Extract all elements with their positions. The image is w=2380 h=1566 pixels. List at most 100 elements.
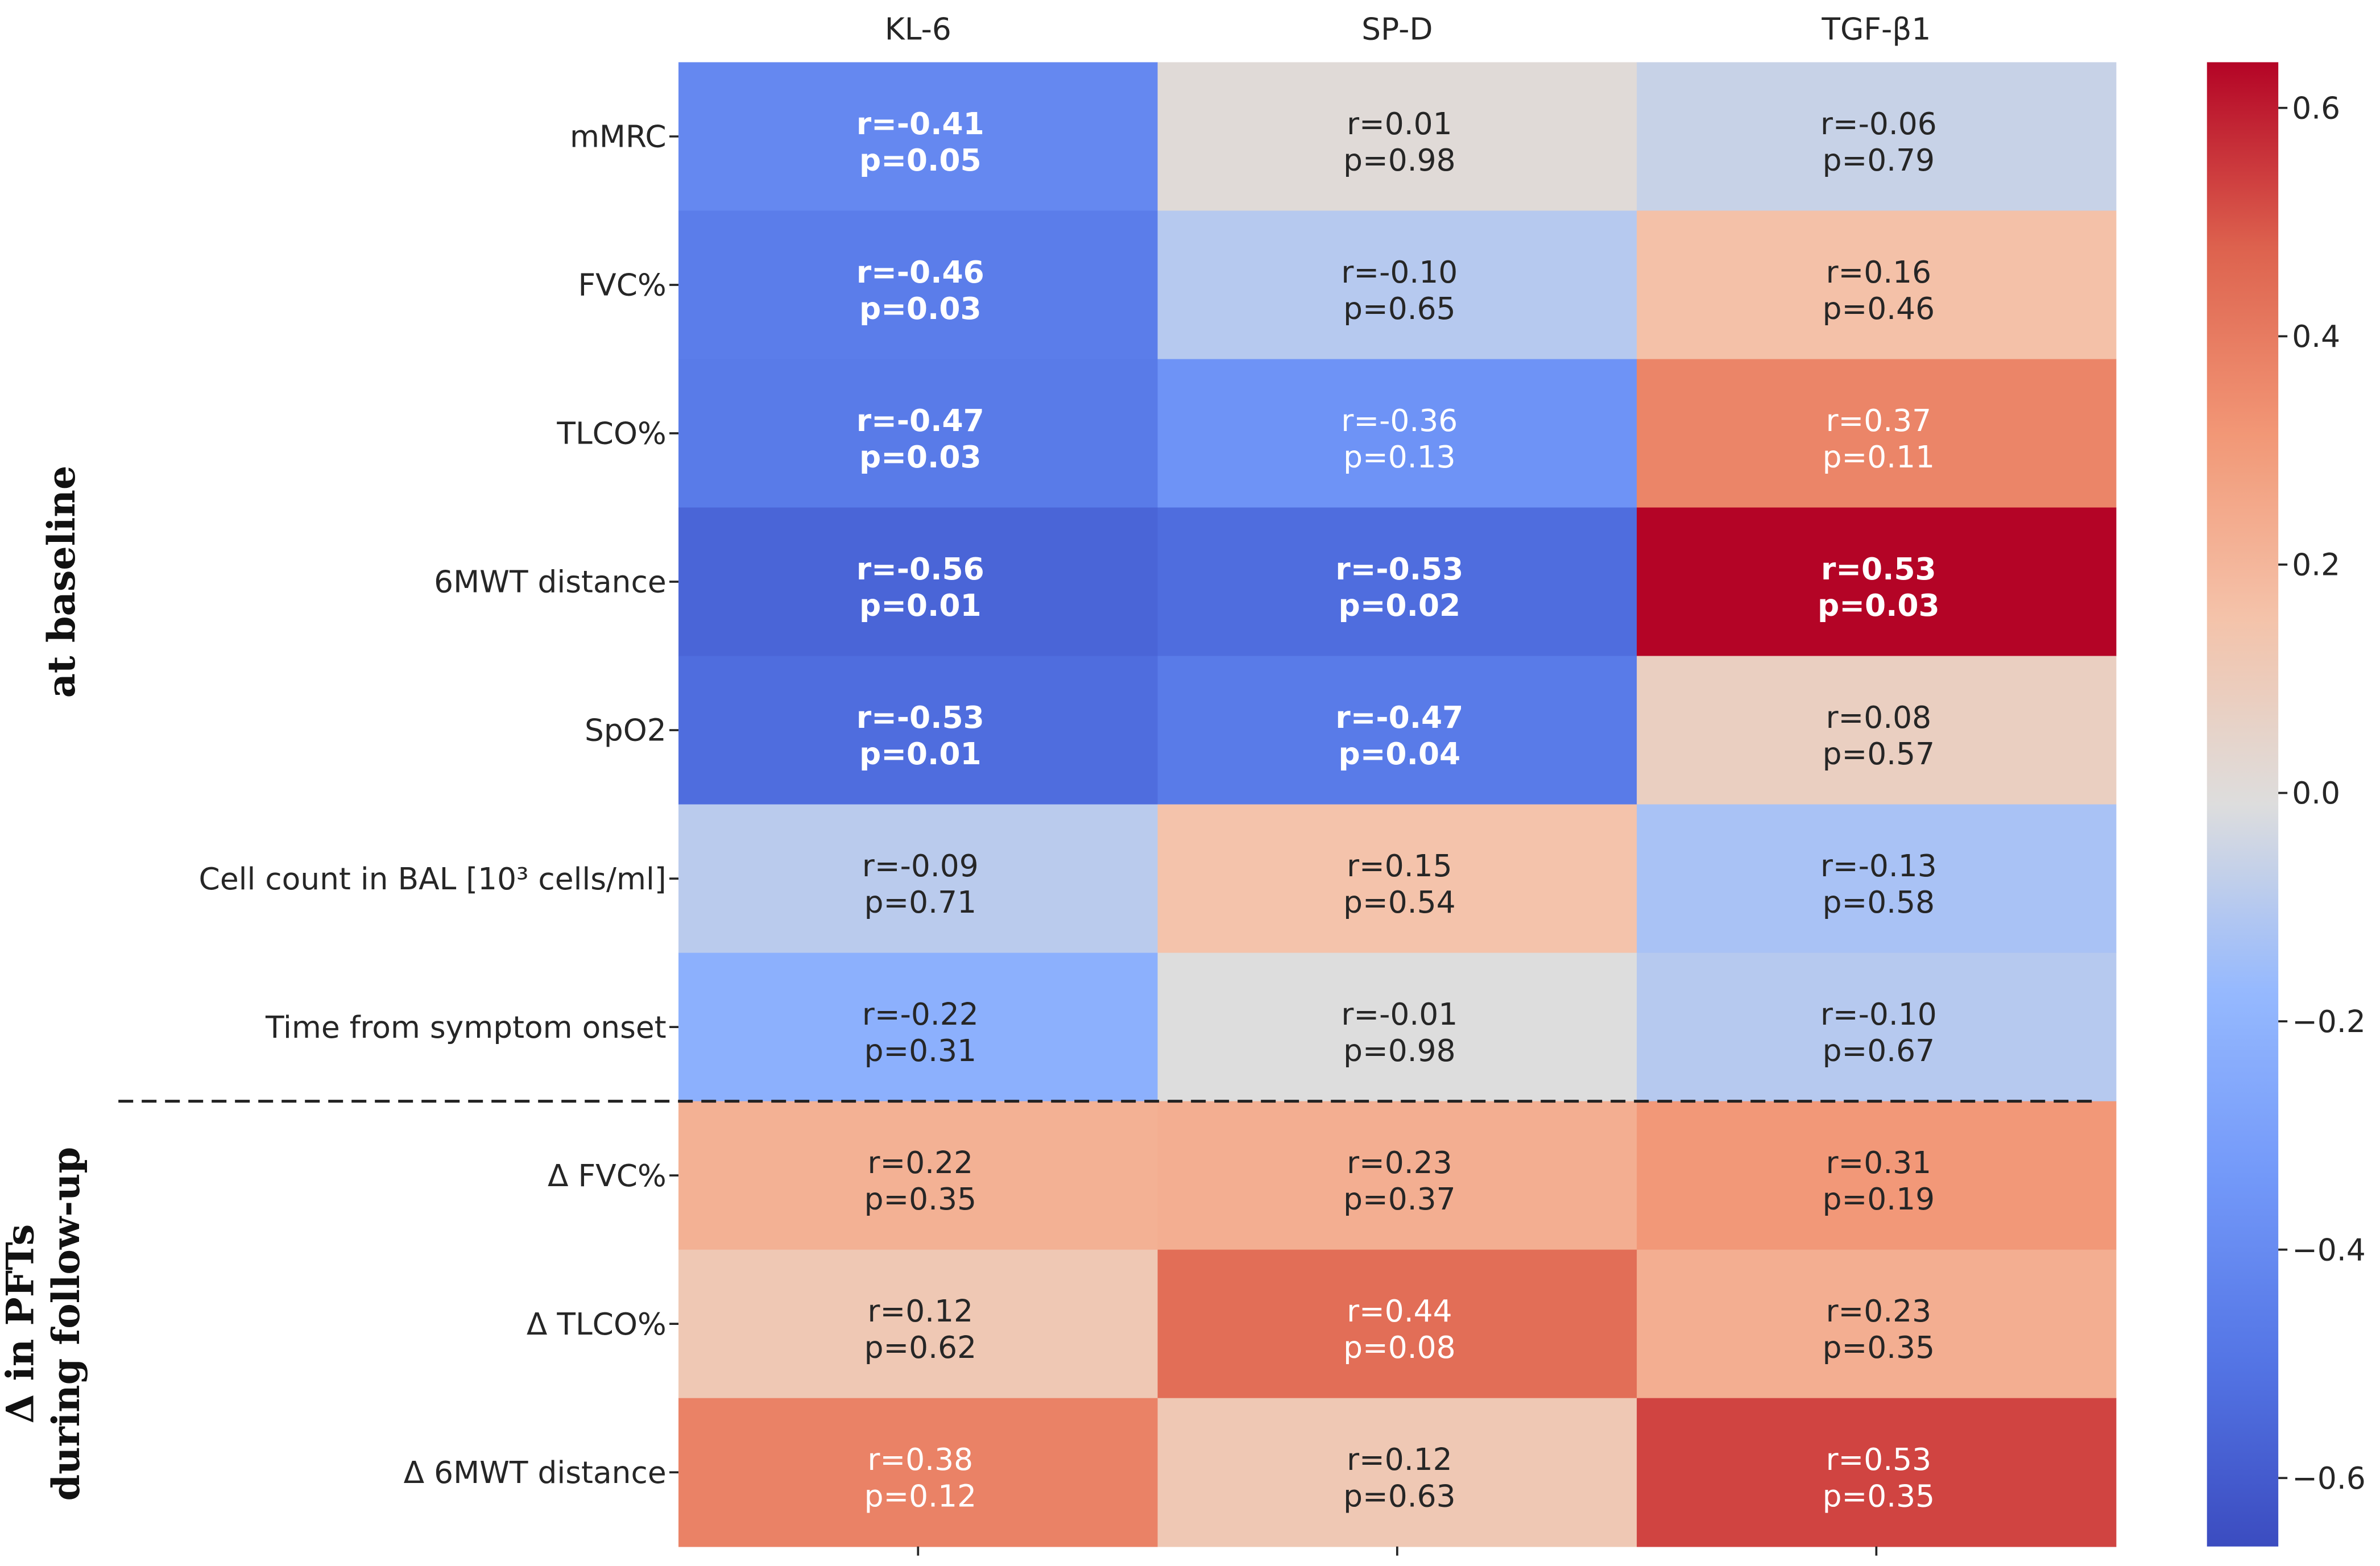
- heatmap-cell-0-1: [1157, 62, 1637, 212]
- heatmap-cell-7-1: [1157, 1101, 1637, 1250]
- column-label-2: TGF-β1: [1821, 11, 1931, 47]
- row-label-8: Δ TLCO%: [527, 1306, 667, 1342]
- colorbar-tick-label: 0.6: [2292, 90, 2340, 126]
- heatmap-cell-2-0: [678, 359, 1158, 508]
- colorbar-tick-label: 0.4: [2292, 318, 2340, 354]
- cell-p-value: p=0.79: [1823, 142, 1935, 178]
- heatmap-cell-9-1: [1157, 1398, 1637, 1547]
- heatmap-cell-4-2: [1637, 656, 2117, 805]
- cell-r-value: r=-0.10: [1341, 254, 1458, 290]
- heatmap-cell-7-2: [1637, 1101, 2117, 1250]
- heatmap-cell-3-2: [1637, 507, 2117, 657]
- row-label-4: SpO2: [585, 712, 667, 748]
- cell-r-value: r=-0.09: [862, 848, 979, 884]
- row-label-9: Δ 6MWT distance: [404, 1455, 667, 1490]
- heatmap-cell-5-0: [678, 804, 1158, 954]
- heatmap-cell-0-2: [1637, 62, 2117, 212]
- cell-r-value: r=0.53: [1821, 551, 1936, 587]
- column-label-1: SP-D: [1361, 11, 1433, 47]
- cell-r-value: r=-0.22: [862, 996, 979, 1032]
- cell-r-value: r=-0.47: [856, 403, 984, 438]
- heatmap-cell-2-1: [1157, 359, 1637, 508]
- heatmap-cell-1-2: [1637, 210, 2117, 360]
- heatmap-cell-6-2: [1637, 952, 2117, 1102]
- cell-p-value: p=0.63: [1343, 1478, 1455, 1514]
- row-label-3: 6MWT distance: [434, 564, 667, 600]
- cell-p-value: p=0.31: [864, 1033, 976, 1068]
- cell-p-value: p=0.01: [859, 736, 982, 772]
- column-labels: KL-6 SP-D TGF-β1: [885, 11, 1931, 1556]
- heatmap-cell-6-0: [678, 952, 1158, 1102]
- cell-p-value: p=0.54: [1343, 884, 1455, 920]
- heatmap-cell-5-1: [1157, 804, 1637, 954]
- colorbar-tick-label: −0.6: [2292, 1460, 2366, 1496]
- heatmap-cell-1-1: [1157, 210, 1637, 360]
- group-label-line: during follow-up: [43, 1147, 88, 1501]
- row-label-1: FVC%: [578, 267, 666, 303]
- cell-r-value: r=-0.56: [856, 551, 984, 587]
- cell-r-value: r=-0.06: [1820, 106, 1937, 142]
- heatmap-cell-2-2: [1637, 359, 2117, 508]
- cell-r-value: r=-0.53: [856, 699, 984, 735]
- row-label-5: Cell count in BAL [10³ cells/ml]: [199, 861, 667, 897]
- cell-r-value: r=0.16: [1826, 254, 1932, 290]
- cell-p-value: p=0.58: [1823, 884, 1935, 920]
- colorbar-tick-label: 0.2: [2292, 547, 2340, 583]
- heatmap-cell-0-0: [678, 62, 1158, 212]
- group-labels: at baseline Δ in PFTs during follow-up: [0, 466, 88, 1501]
- cell-r-value: r=0.53: [1826, 1441, 1932, 1477]
- row-labels: mMRC FVC% TLCO% 6MWT distance SpO2 Cell count…: [199, 119, 679, 1490]
- cell-r-value: r=0.23: [1826, 1293, 1932, 1329]
- cell-p-value: p=0.03: [859, 291, 982, 326]
- cell-r-value: r=0.38: [868, 1441, 974, 1477]
- colorbar: 0.6 0.4 0.2 0.0 −0.2 −0.4 −0.6: [2207, 62, 2366, 1547]
- cell-p-value: p=0.98: [1343, 1033, 1455, 1068]
- cell-r-value: r=0.23: [1347, 1145, 1452, 1180]
- cell-r-value: r=0.22: [868, 1145, 974, 1180]
- heatmap-cell-7-0: [678, 1101, 1158, 1250]
- cell-r-value: r=0.12: [1347, 1441, 1452, 1477]
- cell-p-value: p=0.03: [1818, 587, 1940, 623]
- group-label-line: Δ in PFTs: [0, 1224, 43, 1424]
- row-label-2: TLCO%: [556, 416, 666, 451]
- cell-p-value: p=0.37: [1343, 1181, 1455, 1217]
- cell-p-value: p=0.57: [1823, 736, 1935, 772]
- colorbar-tick-label: −0.4: [2292, 1232, 2366, 1267]
- colorbar-tick-label: 0.0: [2292, 775, 2340, 811]
- colorbar-gradient: [2207, 62, 2279, 1547]
- heatmap-cell-6-1: [1157, 952, 1637, 1102]
- cell-p-value: p=0.03: [859, 439, 982, 475]
- column-label-0: KL-6: [885, 11, 951, 47]
- cell-r-value: r=0.31: [1826, 1145, 1932, 1180]
- heatmap-cell-4-1: [1157, 656, 1637, 805]
- cell-p-value: p=0.46: [1823, 291, 1935, 326]
- cell-r-value: r=-0.53: [1335, 551, 1463, 587]
- cell-p-value: p=0.04: [1339, 736, 1461, 772]
- cell-p-value: p=0.35: [864, 1181, 976, 1217]
- cell-r-value: r=0.08: [1826, 699, 1932, 735]
- cell-r-value: r=0.44: [1347, 1293, 1452, 1329]
- cell-r-value: r=0.37: [1826, 403, 1932, 438]
- group-label-0: at baseline: [39, 466, 84, 698]
- heatmap-cell-1-0: [678, 210, 1158, 360]
- cell-p-value: p=0.71: [864, 884, 976, 920]
- cell-r-value: r=-0.10: [1820, 996, 1937, 1032]
- heatmap-cell-9-2: [1637, 1398, 2117, 1547]
- cell-p-value: p=0.11: [1823, 439, 1935, 475]
- cell-p-value: p=0.67: [1823, 1033, 1935, 1068]
- cell-r-value: r=-0.46: [856, 254, 984, 290]
- heatmap-cells: [678, 62, 2117, 1547]
- cell-r-value: r=-0.41: [856, 106, 984, 142]
- cell-r-value: r=0.15: [1347, 848, 1452, 884]
- cell-p-value: p=0.05: [859, 142, 982, 178]
- row-label-7: Δ FVC%: [548, 1158, 667, 1194]
- group-label-1: Δ in PFTs during follow-up: [0, 1147, 88, 1501]
- row-label-6: Time from symptom onset: [265, 1009, 667, 1045]
- cell-r-value: r=0.01: [1347, 106, 1452, 142]
- heatmap-cell-3-0: [678, 507, 1158, 657]
- cell-p-value: p=0.98: [1343, 142, 1455, 178]
- heatmap-cell-annotations: r=-0.41p=0.05r=0.01p=0.98r=-0.06p=0.79r=…: [856, 106, 1940, 1514]
- heatmap-cell-8-0: [678, 1249, 1158, 1399]
- cell-p-value: p=0.13: [1343, 439, 1455, 475]
